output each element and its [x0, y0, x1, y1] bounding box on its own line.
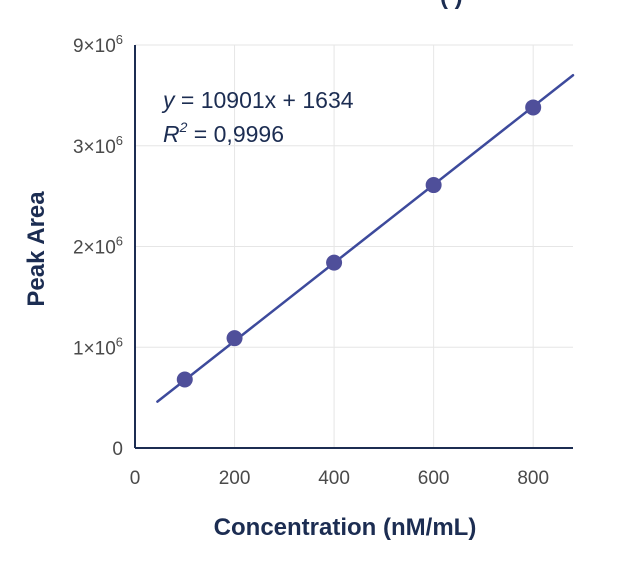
- data-point: [425, 177, 442, 194]
- fit-equation: y = 10901x + 1634: [161, 87, 354, 113]
- r-squared-rest: = 0,9996: [187, 121, 284, 147]
- equation-y-rest: = 10901x + 1634: [175, 87, 354, 113]
- y-tick-label: 1×106: [73, 334, 123, 359]
- axes: [134, 45, 573, 449]
- data-points: [176, 99, 542, 388]
- data-point: [176, 371, 193, 388]
- x-axis-title: Concentration (nM/mL): [214, 514, 477, 541]
- r-squared: R2 = 0,9996: [163, 119, 284, 147]
- y-tick-labels: 0 1×106 2×106 3×106 9×106: [73, 32, 123, 460]
- regression-line: [156, 73, 575, 403]
- x-tick-label: 600: [418, 468, 450, 489]
- r-squared-var: R: [163, 121, 180, 147]
- y-axis-title: Peak Area: [23, 191, 50, 307]
- y-tick-label: 0: [112, 439, 123, 460]
- x-tick-label: 400: [318, 468, 350, 489]
- data-point: [226, 330, 243, 347]
- equation-y-var: y: [161, 87, 176, 113]
- x-tick-label: 800: [517, 468, 549, 489]
- data-point: [525, 99, 542, 116]
- y-tick-label: 2×106: [73, 234, 123, 259]
- y-tick-label: 9×106: [73, 32, 123, 57]
- r-squared-exp: 2: [179, 119, 188, 135]
- y-tick-label: 3×106: [73, 133, 123, 158]
- x-tick-label: 200: [219, 468, 251, 489]
- x-tick-labels: 0 200 400 600 800: [130, 468, 549, 489]
- data-point: [326, 254, 343, 271]
- chart-title-fragment: ( ): [440, 0, 463, 10]
- fit-line-group: [156, 73, 575, 403]
- x-tick-label: 0: [130, 468, 141, 489]
